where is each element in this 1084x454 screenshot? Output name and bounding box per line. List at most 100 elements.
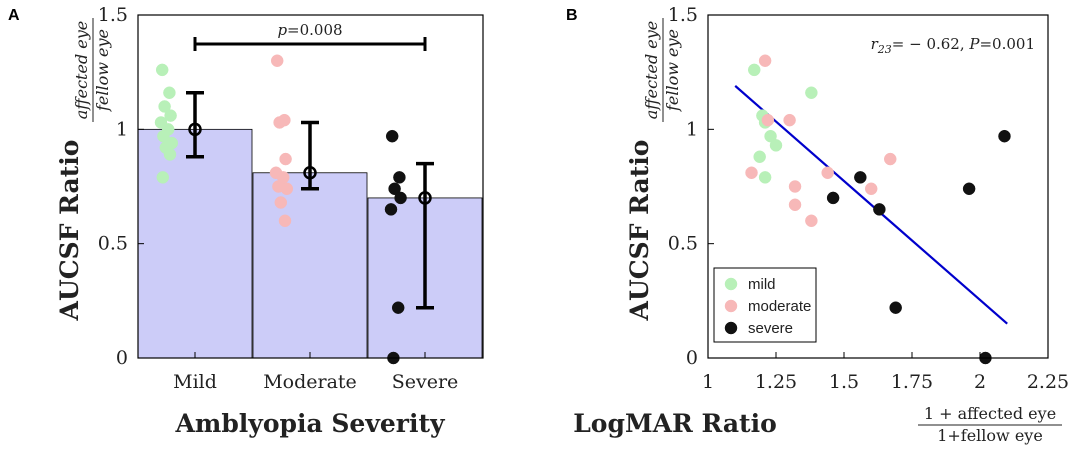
panel-b-x-axis-title: LogMAR Ratio xyxy=(573,409,777,438)
y-tick-label: 0 xyxy=(116,347,128,369)
panel-b-fit-line xyxy=(734,85,1008,325)
x-tick-label: 2.25 xyxy=(1027,371,1069,393)
y-tick-label: 0.5 xyxy=(98,233,128,255)
point-severe xyxy=(998,129,1011,143)
data-point xyxy=(278,214,292,228)
panel-a-y-ticks: 0 0.5 1 1.5 xyxy=(98,4,144,369)
regression-line xyxy=(734,85,1008,325)
x-tick-label: Severe xyxy=(392,371,459,393)
legend-label-mild: mild xyxy=(748,276,776,293)
mean-marker-moderate xyxy=(303,166,317,180)
point-moderate xyxy=(788,180,802,193)
y-tick-label: 1 xyxy=(116,118,128,140)
panel-b-y-fraction: affected eye fellow eye xyxy=(642,18,682,122)
panel-a-x-axis-title: Amblyopia Severity xyxy=(174,409,446,438)
data-point xyxy=(388,182,401,196)
panel-b-y-ticks: 0 0.5 1 1.5 xyxy=(668,4,714,369)
panel-a-error-bars xyxy=(186,90,434,310)
data-point xyxy=(391,301,405,314)
data-point xyxy=(384,203,398,216)
panel-a: A p=0.008 0 0.5 1 1.5 Mild Moderate Severe AU… xyxy=(8,4,484,438)
panel-b-points xyxy=(745,54,1011,365)
point-mild xyxy=(747,63,761,77)
point-mild xyxy=(753,150,766,164)
panel-b-letter: B xyxy=(566,7,578,24)
bar-moderate xyxy=(252,172,368,359)
point-severe xyxy=(854,171,867,184)
point-mild xyxy=(764,129,777,143)
data-point xyxy=(273,116,286,129)
data-point xyxy=(385,129,399,143)
data-point xyxy=(163,86,176,99)
data-point xyxy=(270,54,284,67)
data-point xyxy=(158,100,171,113)
point-moderate xyxy=(788,198,802,212)
frac-denominator: fellow eye xyxy=(663,29,682,112)
y-tick-label: 1.5 xyxy=(668,4,698,26)
point-mild xyxy=(805,86,818,99)
data-point xyxy=(280,182,294,196)
panel-b-x-fraction: 1 + affected eye 1+fellow eye xyxy=(918,404,1062,445)
point-moderate xyxy=(761,113,775,127)
y-tick-label: 1.5 xyxy=(98,4,128,26)
point-moderate xyxy=(864,182,878,196)
frac-numerator: affected eye xyxy=(72,21,91,120)
significance-bracket: p=0.008 xyxy=(193,21,427,51)
point-severe xyxy=(826,191,840,205)
data-point xyxy=(394,191,407,205)
point-mild xyxy=(758,171,772,184)
x-tick-label: Mild xyxy=(173,371,217,393)
legend-marker-moderate xyxy=(724,299,738,313)
panel-a-y-axis-title: AUCSF Ratio xyxy=(55,140,84,322)
point-mild xyxy=(769,139,783,152)
point-severe xyxy=(889,301,902,314)
x-tick-label: Moderate xyxy=(263,371,357,393)
x-tick-label: 1 xyxy=(702,371,714,393)
x-tick-label: 2 xyxy=(974,371,986,393)
legend: mild moderate severe xyxy=(713,267,817,343)
point-moderate xyxy=(758,54,772,67)
point-severe xyxy=(962,182,976,196)
frac-numerator: affected eye xyxy=(642,21,661,120)
panel-a-y-fraction: affected eye fellow eye xyxy=(72,18,112,122)
legend-label-moderate: moderate xyxy=(748,298,811,315)
point-moderate xyxy=(783,113,796,127)
data-point xyxy=(156,171,170,184)
panel-a-letter: A xyxy=(8,7,20,24)
bar-mild xyxy=(137,128,253,359)
panel-a-x-ticks: Mild Moderate Severe xyxy=(173,352,458,393)
data-point xyxy=(163,148,177,161)
point-moderate xyxy=(745,166,758,180)
x-tick-label: 1.25 xyxy=(755,371,797,393)
data-point xyxy=(393,171,406,184)
point-moderate xyxy=(883,152,897,166)
panel-b-y-axis-title: AUCSF Ratio xyxy=(625,140,654,322)
point-severe xyxy=(873,203,886,216)
frac-numerator: 1 + affected eye xyxy=(924,404,1056,423)
y-tick-label: 0 xyxy=(686,347,698,369)
y-tick-label: 1 xyxy=(686,118,698,140)
panel-b: B r23= − 0.62, P=0.001 mild moderate sever… xyxy=(566,4,1069,445)
mean-marker-severe xyxy=(418,191,432,205)
frac-denominator: fellow eye xyxy=(93,29,112,112)
data-point xyxy=(279,152,292,166)
mean-marker-mild xyxy=(188,122,202,137)
data-point xyxy=(274,196,288,209)
panel-b-frame xyxy=(707,14,1049,359)
legend-marker-mild xyxy=(724,277,738,291)
panel-a-points xyxy=(154,54,407,365)
point-moderate xyxy=(805,214,818,228)
p-value-label: p=0.008 xyxy=(277,21,342,39)
correlation-annotation: r23= − 0.62, P=0.001 xyxy=(871,35,1035,56)
data-point xyxy=(164,109,177,122)
x-tick-label: 1.5 xyxy=(829,371,859,393)
legend-marker-severe xyxy=(724,321,738,335)
frac-denominator: 1+fellow eye xyxy=(937,426,1043,445)
panel-b-x-ticks: 1 1.25 1.5 1.75 2 2.25 xyxy=(702,352,1069,393)
x-tick-label: 1.75 xyxy=(891,371,933,393)
point-moderate xyxy=(821,166,834,180)
legend-label-severe: severe xyxy=(748,320,793,337)
y-tick-label: 0.5 xyxy=(668,233,698,255)
data-point xyxy=(155,63,169,77)
